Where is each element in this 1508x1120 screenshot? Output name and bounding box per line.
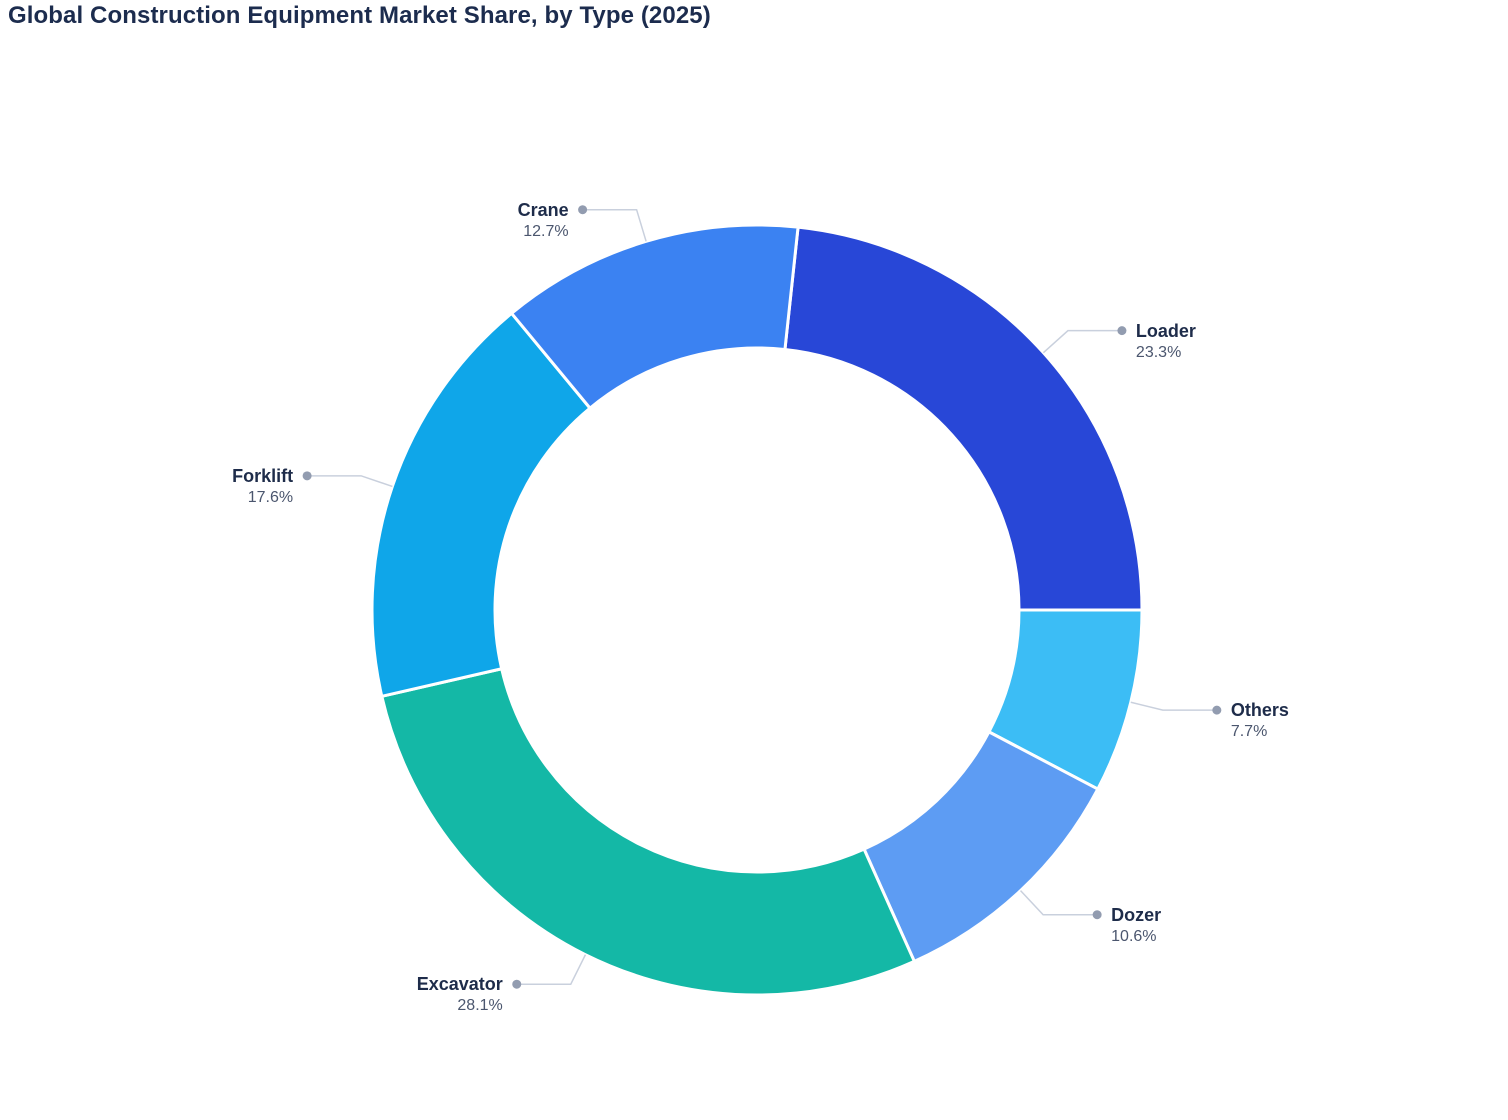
chart-title: Global Construction Equipment Market Sha… xyxy=(8,2,711,29)
slice-value-others: 7.7% xyxy=(1230,723,1268,741)
slice-value-excavator: 28.1% xyxy=(457,997,503,1015)
donut-slice-excavator[interactable] xyxy=(380,667,916,997)
slice-label-others: Others 7.7% xyxy=(1231,699,1289,742)
slice-leader-line-loader xyxy=(1042,329,1122,354)
slice-dot-dozer xyxy=(1092,910,1102,920)
slice-value-forklift: 17.6% xyxy=(247,488,294,506)
slice-name-excavator: Excavator xyxy=(416,974,503,995)
slice-dot-excavator xyxy=(512,979,522,989)
donut-slice-forklift[interactable] xyxy=(370,311,592,698)
slice-dot-forklift xyxy=(302,471,312,481)
slice-value-crane: 12.7% xyxy=(523,222,569,240)
slice-name-crane: Crane xyxy=(517,199,569,220)
slice-dot-others xyxy=(1212,705,1222,715)
slice-name-others: Others xyxy=(1230,700,1289,721)
slice-name-forklift: Forklift xyxy=(232,465,294,486)
slice-leader-line-crane xyxy=(582,208,647,242)
slice-name-dozer: Dozer xyxy=(1111,904,1162,925)
donut-slice-crane[interactable] xyxy=(510,223,800,410)
slice-leader-line-dozer xyxy=(1020,890,1098,916)
slice-name-loader: Loader xyxy=(1135,320,1196,341)
slice-label-dozer: Dozer 10.6% xyxy=(1111,904,1161,947)
slice-label-loader: Loader 23.3% xyxy=(1136,320,1196,363)
slice-label-excavator: Excavator 28.1% xyxy=(417,973,503,1016)
slice-dot-loader xyxy=(1117,326,1127,336)
slice-dot-crane xyxy=(578,205,588,215)
slice-value-dozer: 10.6% xyxy=(1111,927,1157,945)
slice-leader-line-others xyxy=(1130,701,1217,711)
slice-value-loader: 23.3% xyxy=(1135,343,1182,361)
slice-leader-line-forklift xyxy=(307,475,393,488)
slice-label-crane: Crane 12.7% xyxy=(518,199,569,242)
slice-leader-line-excavator xyxy=(516,954,587,985)
slice-label-forklift: Forklift 17.6% xyxy=(232,465,293,508)
donut-slice-loader[interactable] xyxy=(783,225,1144,612)
